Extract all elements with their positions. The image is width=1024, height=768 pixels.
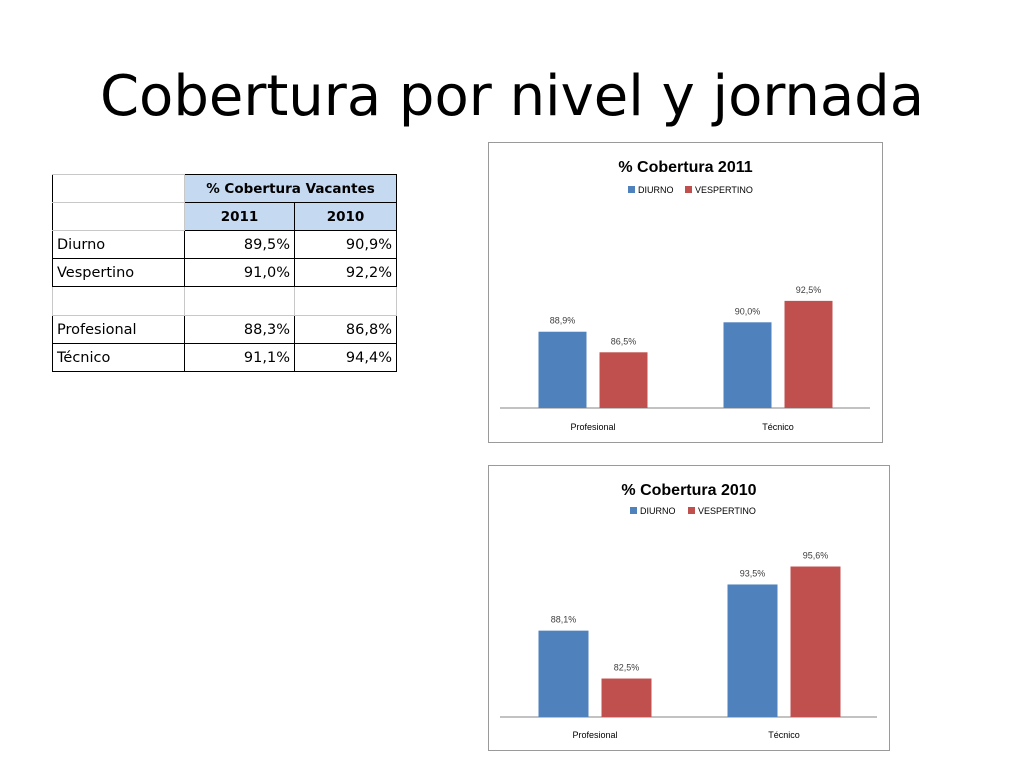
table-header-row: % Cobertura Vacantes [52,174,397,203]
chart-title: % Cobertura 2011 [618,159,752,176]
bar [723,322,772,408]
category-label: Técnico [768,730,800,740]
data-label: 92,5% [796,285,822,295]
table-corner-cell [52,174,185,203]
legend-label: VESPERTINO [698,506,756,516]
data-label: 88,9% [550,316,576,326]
bar [790,566,841,717]
cell-2011: 91,0% [184,258,295,287]
table-group-header: % Cobertura Vacantes [184,174,397,203]
data-label: 90,0% [735,306,761,316]
slide-title: Cobertura por nivel y jornada [99,64,925,129]
category-label: Profesional [570,422,615,432]
row-label: Diurno [52,230,185,259]
table-row: Profesional 88,3% 86,8% [52,315,397,344]
cell-2011: 89,5% [184,230,295,259]
cell-2010: 92,2% [294,258,397,287]
legend-label: VESPERTINO [695,185,753,195]
cell-2010: 90,9% [294,230,397,259]
chart-cobertura-2010: % Cobertura 2010 DIURNO VESPERTINO 88,1% 82,… [488,465,890,751]
chart-cobertura-2011: % Cobertura 2011 DIURNO VESPERTINO 88,9% 86,… [488,142,883,443]
data-label: 93,5% [740,568,766,578]
chart-svg: % Cobertura 2011 DIURNO VESPERTINO 88,9% 86,… [500,159,870,432]
bar [599,352,648,408]
spacer-cell [184,286,295,316]
legend-label: DIURNO [638,185,674,195]
table-year-row: 2011 2010 [52,202,397,231]
table-row: Técnico 91,1% 94,4% [52,343,397,372]
data-label: 88,1% [551,615,577,625]
category-label: Técnico [762,422,794,432]
spacer-cell [52,286,185,316]
data-label: 95,6% [803,551,829,561]
data-label: 86,5% [611,336,637,346]
bar [784,300,833,408]
table-row: Diurno 89,5% 90,9% [52,230,397,259]
year-header-2011: 2011 [184,202,295,231]
coverage-table: % Cobertura Vacantes 2011 2010 Diurno 89… [52,174,397,372]
legend-swatch [685,186,692,193]
bar [538,630,589,717]
year-header-2010: 2010 [294,202,397,231]
row-label: Vespertino [52,258,185,287]
legend-swatch [688,507,695,514]
chart-svg: % Cobertura 2010 DIURNO VESPERTINO 88,1% 82,… [500,482,877,740]
bar [538,331,587,408]
table-spacer-row [52,286,397,316]
legend-swatch [630,507,637,514]
cell-2010: 94,4% [294,343,397,372]
row-label: Técnico [52,343,185,372]
table-row: Vespertino 91,0% 92,2% [52,258,397,287]
bar [727,584,778,717]
table-corner-cell [52,202,185,231]
legend-label: DIURNO [640,506,676,516]
chart-title: % Cobertura 2010 [621,482,756,499]
bar [601,678,652,717]
cell-2011: 88,3% [184,315,295,344]
spacer-cell [294,286,397,316]
legend-swatch [628,186,635,193]
row-label: Profesional [52,315,185,344]
cell-2010: 86,8% [294,315,397,344]
category-label: Profesional [572,730,617,740]
cell-2011: 91,1% [184,343,295,372]
data-label: 82,5% [614,663,640,673]
